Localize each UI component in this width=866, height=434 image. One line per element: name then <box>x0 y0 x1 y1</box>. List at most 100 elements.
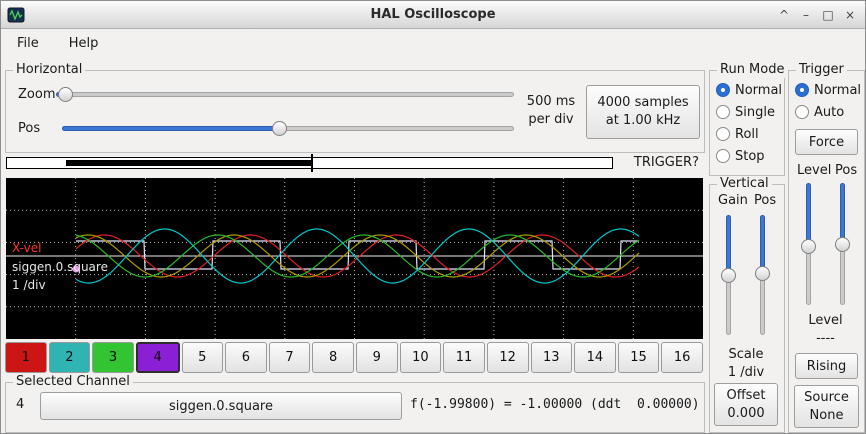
zoom-slider-thumb[interactable] <box>58 87 74 102</box>
selected-channel-group-label: Selected Channel <box>13 374 133 390</box>
scope-svg <box>6 178 703 339</box>
trigger-normal-radio[interactable]: Normal <box>795 82 861 98</box>
run-mode-roll-radio[interactable]: Roll <box>716 126 759 142</box>
time-per-div-value: 500 ms <box>526 94 576 109</box>
radio-label: Stop <box>735 148 765 164</box>
horizontal-group: Horizontal Zoom Pos 500 ms per div 4000 … <box>5 62 705 153</box>
radio-icon <box>716 127 730 141</box>
zoom-label: Zoom <box>18 87 56 102</box>
channel-button-7[interactable]: 7 <box>268 342 311 373</box>
window-controls: ^ – □ × <box>775 6 865 24</box>
channel-button-1[interactable]: 1 <box>5 342 47 373</box>
channel-button-12[interactable]: 12 <box>486 342 529 373</box>
pos-slider-thumb[interactable] <box>271 121 287 136</box>
scope-selected-signal-label: siggen.0.square <box>12 260 108 274</box>
vertical-pos-slider-thumb[interactable] <box>755 265 770 281</box>
record-position-bar <box>6 157 613 169</box>
channel-button-13[interactable]: 13 <box>530 342 573 373</box>
channel-button-5[interactable]: 5 <box>181 342 224 373</box>
time-per-div: 500 ms per div <box>520 93 582 128</box>
record-window-indicator <box>66 160 312 166</box>
trigger-group-label: Trigger <box>796 62 847 78</box>
trigger-source-value: None <box>809 407 844 423</box>
trigger-level-slider[interactable] <box>801 183 816 305</box>
trigger-pos-slider[interactable] <box>835 183 850 305</box>
sample-count-text: 4000 samples <box>597 95 689 111</box>
time-per-div-unit: per div <box>528 111 574 127</box>
maximize-icon[interactable]: □ <box>822 7 834 22</box>
menu-help[interactable]: Help <box>68 36 99 51</box>
offset-button-value: 0.000 <box>727 405 765 421</box>
menu-file[interactable]: File <box>17 36 39 51</box>
shade-icon[interactable]: ^ <box>778 7 790 22</box>
channel-button-11[interactable]: 11 <box>443 342 485 373</box>
trigger-source-label: Source <box>804 389 849 405</box>
pos-slider[interactable] <box>62 121 514 136</box>
run-mode-normal-radio[interactable]: Normal <box>716 82 782 98</box>
channel-button-10[interactable]: 10 <box>399 342 442 373</box>
gain-label: Gain <box>718 193 748 208</box>
selected-channel-number: 4 <box>16 397 25 412</box>
channel-button-15[interactable]: 15 <box>617 342 660 373</box>
radio-label: Auto <box>814 104 845 120</box>
menubar: File Help <box>1 29 865 58</box>
vertical-pos-label: Pos <box>754 193 777 208</box>
zoom-slider-track <box>56 92 514 97</box>
minimize-icon[interactable]: – <box>803 7 809 22</box>
radio-icon <box>795 83 809 97</box>
sample-rate-text: at 1.00 kHz <box>605 113 681 128</box>
radio-label: Normal <box>814 82 862 98</box>
trigger-level-slider-fill <box>806 183 811 247</box>
force-button[interactable]: Force <box>795 129 858 155</box>
record-position-row: TRIGGER? <box>5 153 703 174</box>
trigger-pos-slider-fill <box>840 183 845 244</box>
selected-channel-source-button[interactable]: siggen.0.square <box>40 392 402 420</box>
gain-slider[interactable] <box>721 215 736 335</box>
app-icon <box>7 7 25 22</box>
channel-button-14[interactable]: 14 <box>574 342 616 373</box>
trigger-status-label: TRIGGER? <box>633 155 699 170</box>
radio-label: Roll <box>735 126 759 142</box>
channel-button-16[interactable]: 16 <box>661 342 703 373</box>
radio-label: Single <box>735 104 775 120</box>
gain-slider-thumb[interactable] <box>721 268 736 283</box>
trigger-level-readout-value: ---- <box>816 331 835 346</box>
run-mode-group: Run Mode Normal Single Roll Stop <box>709 62 788 176</box>
channel-button-2[interactable]: 2 <box>48 342 91 373</box>
zoom-slider[interactable] <box>56 87 514 102</box>
close-icon[interactable]: × <box>844 7 856 22</box>
selected-channel-group: Selected Channel 4 siggen.0.square f(-1.… <box>5 374 705 433</box>
trigger-level-label: Level <box>797 163 832 178</box>
radio-label: Normal <box>735 82 783 98</box>
gain-slider-fill <box>726 215 731 275</box>
trigger-edge-button[interactable]: Rising <box>795 353 858 379</box>
run-mode-stop-radio[interactable]: Stop <box>716 148 765 164</box>
vertical-pos-slider[interactable] <box>755 215 770 335</box>
run-mode-single-radio[interactable]: Single <box>716 104 775 120</box>
trigger-auto-radio[interactable]: Auto <box>795 104 844 120</box>
radio-icon <box>795 105 809 119</box>
pos-label: Pos <box>18 121 41 136</box>
trigger-pos-label: Pos <box>835 163 858 178</box>
vertical-group-label: Vertical <box>717 176 772 192</box>
trigger-position-marker <box>311 154 313 172</box>
titlebar: HAL Oscilloscope ^ – □ × <box>1 1 865 29</box>
trigger-pos-slider-thumb[interactable] <box>835 237 850 252</box>
channel-button-3[interactable]: 3 <box>92 342 134 373</box>
trigger-level-readout-label: Level <box>808 313 843 328</box>
channel-button-8[interactable]: 8 <box>312 342 354 373</box>
channel-button-6[interactable]: 6 <box>225 342 267 373</box>
vertical-pos-slider-fill <box>760 215 765 273</box>
horizontal-group-label: Horizontal <box>13 62 86 78</box>
sample-rate-button[interactable]: 4000 samples at 1.00 kHz <box>586 85 700 139</box>
trigger-level-slider-thumb[interactable] <box>801 239 816 255</box>
offset-button[interactable]: Offset 0.000 <box>714 383 778 426</box>
pos-slider-fill <box>62 126 279 131</box>
channel-button-9[interactable]: 9 <box>356 342 398 373</box>
trigger-group: Trigger Normal Auto Force Level Pos Leve… <box>788 62 865 433</box>
channel-button-row: 1 2 3 4 5 6 7 8 9 10 11 12 13 14 15 16 <box>5 342 703 373</box>
trigger-source-button[interactable]: Source None <box>794 385 859 428</box>
channel-button-4[interactable]: 4 <box>135 342 180 373</box>
scale-label: Scale <box>728 347 764 362</box>
